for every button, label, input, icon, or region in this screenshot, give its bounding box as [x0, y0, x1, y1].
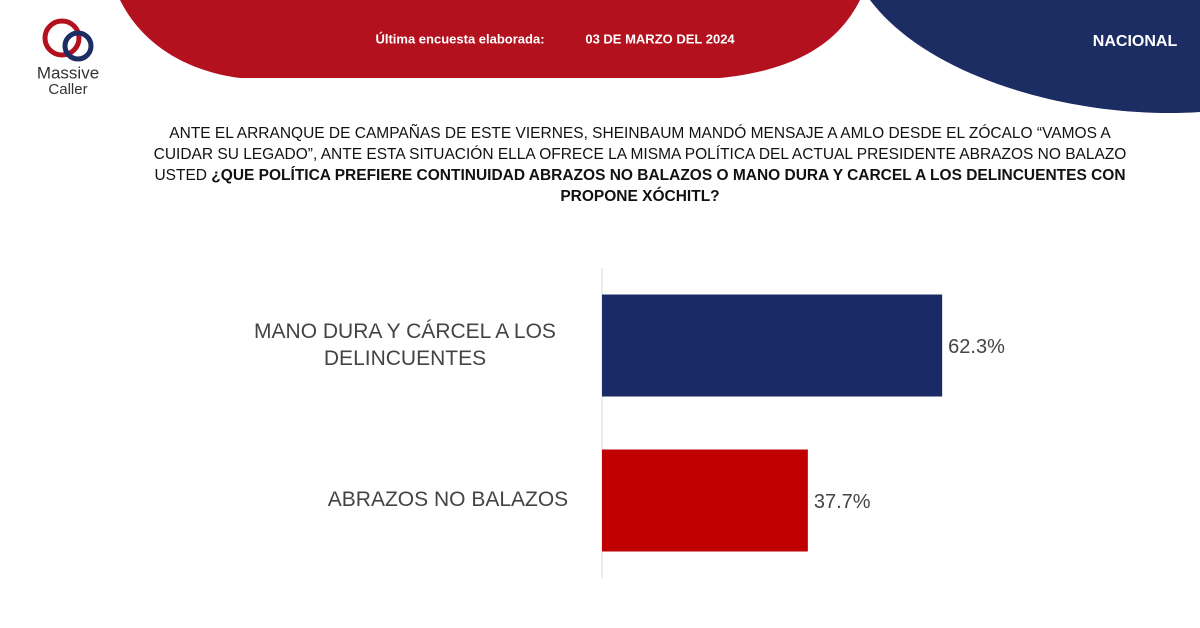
- question-line: PROPONE XÓCHITL?: [560, 187, 719, 205]
- category-label-line: MANO DURA Y CÁRCEL A LOS: [254, 320, 556, 343]
- header-corner: [870, 0, 1200, 114]
- category-label: ABRAZOS NO BALAZOS: [328, 488, 568, 511]
- question-line: ANTE EL ARRANQUE DE CAMPAÑAS DE ESTE VIE…: [169, 125, 1111, 142]
- bar: [602, 294, 943, 397]
- category-label-line: DELINCUENTES: [324, 347, 486, 370]
- logo-text: Caller: [48, 81, 87, 98]
- question-text: PROPONE XÓCHITL?: [560, 187, 719, 205]
- value-label: 37.7%: [814, 491, 871, 513]
- question-text: ¿QUE POLÍTICA PREFIERE CONTINUIDAD ABRAZ…: [211, 167, 1125, 184]
- header-banner: [120, 0, 860, 78]
- scope: NACIONAL: [1093, 33, 1178, 50]
- question-text: ANTE EL ARRANQUE DE CAMPAÑAS DE ESTE VIE…: [169, 125, 1111, 142]
- survey-label: Última encuesta elaborada:: [375, 31, 544, 46]
- logo-text: Massive: [37, 63, 99, 82]
- question-line: CUIDAR SU LEGADO”, ANTE ESTA SITUACIÓN E…: [154, 146, 1127, 163]
- question-text: CUIDAR SU LEGADO”, ANTE ESTA SITUACIÓN E…: [154, 146, 1127, 163]
- category-label: MANO DURA Y CÁRCEL A LOS DELINCUENTES: [254, 320, 556, 370]
- question-line: USTED ¿QUE POLÍTICA PREFIERE CONTINUIDAD…: [154, 167, 1125, 184]
- survey-date: 03 DE MARZO DEL 2024: [585, 31, 735, 46]
- value-label: 62.3%: [948, 336, 1005, 358]
- logo-icon: [42, 18, 94, 62]
- question-text: USTED: [154, 167, 211, 184]
- bar: [602, 449, 808, 552]
